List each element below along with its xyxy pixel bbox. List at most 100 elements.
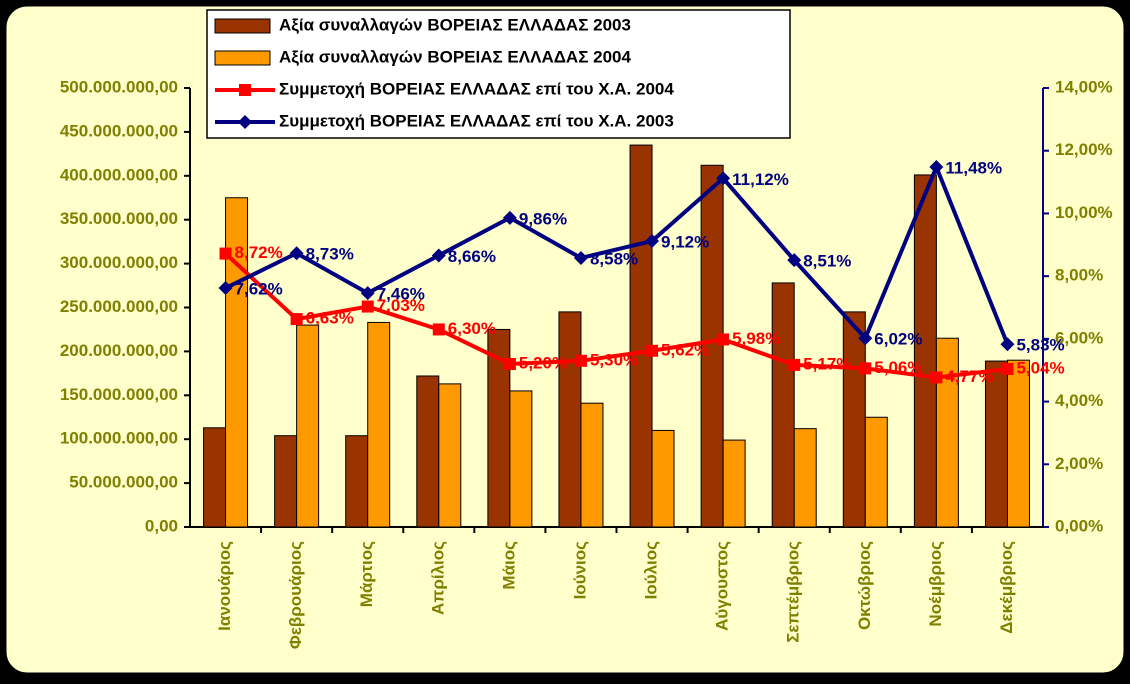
bar: [651, 429, 675, 528]
bar: [793, 428, 817, 528]
legend-label: Αξία συναλλαγών ΒΟΡΕΙΑΣ ΕΛΛΑΔΑΣ 2004: [279, 47, 631, 66]
bar: [580, 402, 604, 528]
legend-box: [206, 9, 791, 139]
marker: [289, 246, 304, 261]
marker: [360, 286, 375, 301]
x-tick-label: Αύγουστος: [713, 541, 732, 631]
marker: [1001, 362, 1014, 375]
bar: [416, 375, 440, 528]
y2-tick-label: 10,00%: [1055, 203, 1113, 222]
marker: [929, 160, 944, 175]
data-label: 6,02%: [874, 330, 922, 349]
y2-tick-label: 0,00%: [1055, 516, 1103, 535]
bar: [984, 360, 1008, 528]
bar: [274, 435, 298, 528]
data-label: 9,12%: [661, 233, 709, 252]
data-label: 8,73%: [306, 245, 354, 264]
bar: [1006, 359, 1030, 528]
data-label: 5,30%: [590, 350, 638, 369]
marker: [645, 234, 660, 249]
bar: [771, 282, 795, 528]
data-label: 6,30%: [448, 319, 496, 338]
data-label: 6,63%: [306, 309, 354, 328]
x-tick-label: Οκτώβριος: [855, 541, 874, 630]
legend-swatch: [214, 18, 271, 34]
data-label: 5,62%: [661, 340, 709, 359]
bar: [913, 174, 937, 528]
legend-label: Αξία συναλλαγών ΒΟΡΕΙΑΣ ΕΛΛΑΔΑΣ 2003: [279, 15, 631, 34]
y2-tick-label: 2,00%: [1055, 454, 1103, 473]
bar: [509, 390, 533, 528]
y-tick-label: 0,00: [145, 516, 178, 535]
bar: [935, 337, 959, 528]
marker: [361, 300, 374, 313]
legend-label: Συμμετοχή ΒΟΡΕΙΑΣ ΕΛΛΑΔΑΣ επί του Χ.Α. 2…: [279, 111, 674, 130]
data-label: 8,58%: [590, 249, 638, 268]
y-tick-label: 50.000.000,00: [69, 473, 178, 492]
data-label: 7,03%: [377, 296, 425, 315]
legend-marker: [239, 84, 251, 96]
marker: [432, 323, 445, 336]
bar: [700, 164, 724, 528]
y2-tick-label: 6,00%: [1055, 328, 1103, 347]
data-label: 8,72%: [235, 243, 283, 262]
marker: [930, 371, 943, 384]
legend-swatch: [214, 50, 271, 66]
x-tick-label: Νοέμβριος: [926, 541, 945, 627]
data-label: 5,83%: [1016, 336, 1064, 355]
data-label: 5,98%: [732, 329, 780, 348]
data-label: 7,62%: [235, 280, 283, 299]
marker: [646, 344, 659, 357]
y-tick-label: 150.000.000,00: [60, 385, 178, 404]
x-tick-label: Φεβρουάριος: [286, 541, 305, 649]
data-label: 5,06%: [874, 358, 922, 377]
marker: [788, 358, 801, 371]
x-tick-label: Απρίλιος: [428, 541, 447, 615]
x-tick-label: Ιούνιος: [570, 541, 589, 600]
x-tick-label: Ιανουάριος: [215, 541, 234, 631]
data-label: 4,77%: [945, 367, 993, 386]
marker: [218, 281, 233, 296]
data-label: 7,46%: [377, 285, 425, 304]
bar: [842, 311, 866, 528]
x-tick-label: Ιούλιος: [642, 541, 661, 600]
bar: [345, 435, 369, 528]
data-label: 9,86%: [519, 209, 567, 228]
y-tick-label: 500.000.000,00: [60, 77, 178, 96]
line: [224, 161, 1010, 345]
marker: [219, 247, 232, 260]
marker: [503, 357, 516, 370]
bar: [296, 324, 320, 528]
marker: [859, 362, 872, 375]
bar: [864, 416, 888, 528]
marker: [717, 333, 730, 346]
bar: [438, 383, 462, 528]
data-label: 5,04%: [1016, 358, 1064, 377]
bar: [203, 427, 227, 528]
data-label: 5,17%: [803, 354, 851, 373]
x-tick-label: Μάρτιος: [357, 541, 376, 607]
y-tick-label: 250.000.000,00: [60, 297, 178, 316]
y-tick-label: 450.000.000,00: [60, 121, 178, 140]
y-tick-label: 350.000.000,00: [60, 209, 178, 228]
y2-tick-label: 8,00%: [1055, 266, 1103, 285]
data-label: 11,48%: [945, 159, 1002, 178]
data-label: 8,66%: [448, 247, 496, 266]
y-tick-label: 300.000.000,00: [60, 253, 178, 272]
y-tick-label: 100.000.000,00: [60, 429, 178, 448]
legend-marker: [238, 115, 252, 129]
bar: [722, 439, 746, 528]
bar: [629, 144, 653, 528]
x-tick-label: Δεκέμβριος: [997, 541, 1016, 634]
bar: [558, 311, 582, 528]
marker: [1000, 337, 1015, 352]
legend-label: Συμμετοχή ΒΟΡΕΙΑΣ ΕΛΛΑΔΑΣ επί του Χ.Α. 2…: [279, 79, 674, 98]
marker: [573, 250, 588, 265]
x-tick-label: Σεπτέμβριος: [784, 541, 803, 643]
y-tick-label: 200.000.000,00: [60, 341, 178, 360]
y2-tick-label: 4,00%: [1055, 391, 1103, 410]
marker: [431, 248, 446, 263]
data-label: 5,20%: [519, 353, 567, 372]
y2-tick-label: 14,00%: [1055, 77, 1113, 96]
